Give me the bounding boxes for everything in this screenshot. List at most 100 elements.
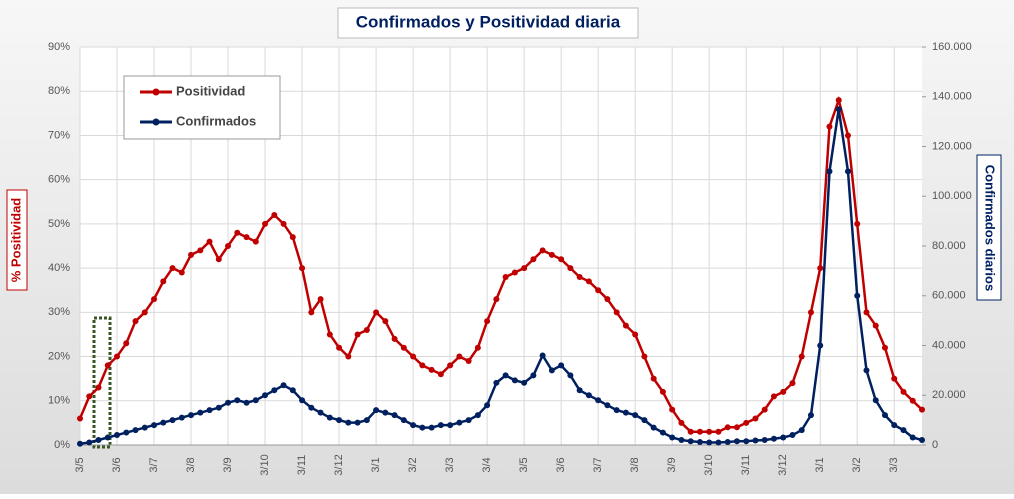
series-marker [493,379,500,386]
series-marker [659,388,666,395]
series-marker [465,417,472,424]
series-marker [188,412,195,419]
series-marker [632,412,639,419]
series-marker [567,372,574,379]
x-tick-label: 3/3 [888,457,900,472]
series-marker [872,397,879,404]
y2-tick-label: 140.000 [932,91,972,103]
series-marker [169,265,176,272]
series-marker [160,278,167,285]
series-marker [539,247,546,254]
series-marker [641,417,648,424]
series-marker [558,256,565,263]
series-marker [715,439,722,446]
series-marker [632,331,639,338]
y2label-box [976,154,1002,301]
series-marker [456,419,463,426]
series-marker [428,424,435,431]
x-tick-label: 3/5 [74,457,86,472]
x-tick-label: 3/7 [592,457,604,472]
series-marker [234,397,241,404]
series-marker [622,322,629,329]
series-marker [437,422,444,429]
series-marker [669,406,676,413]
series-marker [835,106,842,113]
series-marker [243,399,250,406]
x-tick-label: 3/6 [555,457,567,472]
series-marker [354,331,361,338]
y-tick-label: 10% [48,395,70,407]
legend-box [123,75,281,140]
series-marker [789,432,796,439]
series-marker [502,273,509,280]
series-marker [428,366,435,373]
y2-tick-label: 60.000 [932,290,966,302]
series-marker [86,393,93,400]
series-marker [345,353,352,360]
series-marker [706,428,713,435]
x-tick-label: 3/5 [518,457,530,472]
x-tick-label: 3/7 [148,457,160,472]
series-marker [780,388,787,395]
series-marker [132,318,139,325]
series-marker [373,309,380,316]
series-marker [595,287,602,294]
series-marker [770,393,777,400]
series-marker [225,399,232,406]
series-marker [687,438,694,445]
series-marker [678,419,685,426]
series-marker [844,132,851,139]
series-marker [789,380,796,387]
series-marker [780,434,787,441]
x-tick-label: 3/10 [703,454,715,475]
series-marker [289,234,296,241]
series-marker [585,278,592,285]
series-marker [382,318,389,325]
y-tick-label: 50% [48,218,70,230]
x-tick-label: 3/1 [370,457,382,472]
series-marker [326,414,333,421]
series-marker [613,407,620,414]
series-marker [641,353,648,360]
y-tick-label: 90% [48,41,70,53]
series-marker [909,434,916,441]
series-marker [363,327,370,334]
series-marker [826,123,833,130]
series-marker [511,269,518,276]
ylabel-box [6,189,28,291]
series-marker [585,392,592,399]
series-marker [197,247,204,254]
series-marker [141,309,148,316]
y2-tick-label: 0 [932,439,938,451]
series-marker [465,357,472,364]
series-marker [696,439,703,446]
series-marker [521,265,528,272]
series-marker [678,437,685,444]
series-marker [382,409,389,416]
x-tick-label: 3/10 [259,454,271,475]
x-tick-label: 3/2 [407,457,419,472]
series-marker [650,375,657,382]
series-marker [798,427,805,434]
highlight-box [92,316,112,449]
series-marker [178,269,185,276]
series-marker [419,362,426,369]
series-marker [687,428,694,435]
series-marker [215,404,222,411]
y2-tick-label: 20.000 [932,389,966,401]
series-marker [863,309,870,316]
series-marker [798,353,805,360]
series-marker [576,387,583,394]
x-tick-label: 3/4 [481,457,493,472]
series-marker [419,424,426,431]
series-marker [650,424,657,431]
series-marker [104,434,111,441]
series-marker [752,437,759,444]
series-marker [752,415,759,422]
series-marker [724,439,731,446]
x-tick-label: 3/6 [111,457,123,472]
y2-axis-label: Confirmados diarios [983,165,998,291]
series-marker [484,402,491,409]
x-tick-label: 3/9 [222,457,234,472]
series-marker [225,243,232,249]
